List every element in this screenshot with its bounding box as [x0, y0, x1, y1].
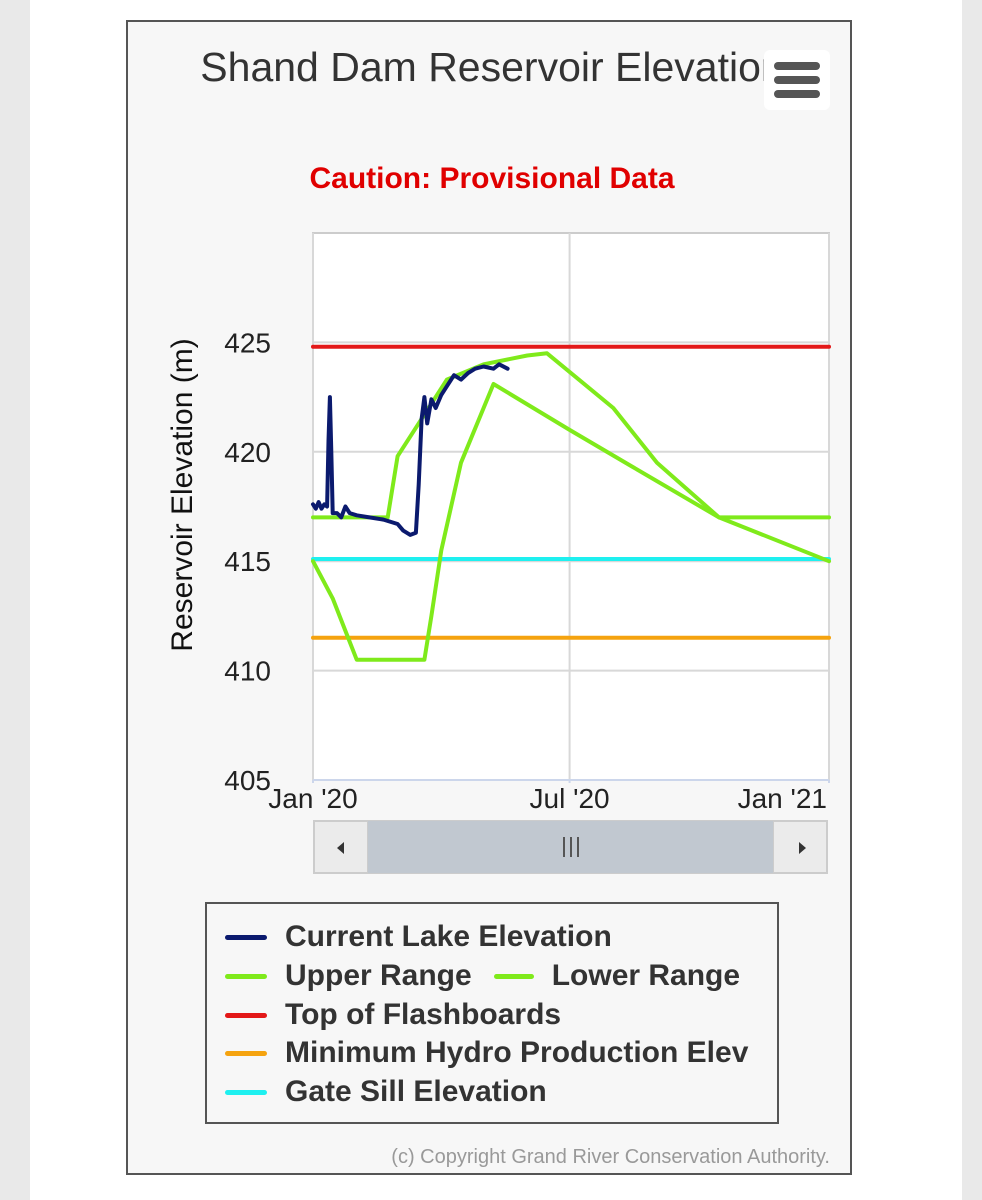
legend-item-top-of-flashboards[interactable]: Top of Flashboards [225, 998, 561, 1032]
legend-swatch [225, 973, 267, 979]
chart-title: Shand Dam Reservoir Elevation [200, 44, 784, 90]
y-tick-label: 425 [224, 327, 271, 358]
legend-label: Top of Flashboards [285, 998, 562, 1031]
series-layer [311, 344, 831, 662]
arrow-right-icon[interactable] [773, 821, 827, 873]
series-line-lower-range[interactable] [311, 382, 831, 662]
y-axis-title: Reservoir Elevation (m) [166, 338, 199, 651]
y-tick-label: 405 [224, 765, 271, 796]
legend-item-upper-range[interactable]: Upper Range [225, 959, 472, 993]
legend-swatch [225, 1089, 267, 1095]
legend-item-lower-range[interactable]: Lower Range [493, 959, 741, 993]
y-tick-label: 415 [224, 546, 271, 577]
legend: Current Lake Elevation Upper Range Lower… [205, 902, 779, 1124]
legend-label: Current Lake Elevation [285, 920, 612, 953]
legend-swatch [225, 934, 267, 940]
y-tick-label: 410 [224, 656, 271, 687]
legend-swatch [225, 1012, 267, 1018]
legend-swatch [493, 973, 534, 979]
axis-layer: 405 410 415 420 425 Jan '20 Jul '20 Jan '21 [224, 327, 830, 814]
legend-label: Gate Sill Elevation [285, 1075, 547, 1108]
legend-label: Minimum Hydro Production Elev [285, 1036, 749, 1069]
x-tick-label: Jul '20 [530, 783, 610, 814]
hamburger-menu-button[interactable] [764, 50, 830, 110]
y-tick-label: 420 [224, 437, 271, 468]
x-tick-label: Jan '21 [738, 783, 827, 814]
credits-text[interactable]: (c) Copyright Grand River Conservation A… [391, 1146, 830, 1168]
series-line-upper-range[interactable] [311, 351, 831, 520]
grip-lines-icon [562, 837, 579, 857]
legend-item-current-lake-elevation[interactable]: Current Lake Elevation [225, 920, 612, 954]
scrollbar-thumb[interactable] [368, 821, 773, 873]
legend-item-minimum-hydro-production-elev[interactable]: Minimum Hydro Production Elev [225, 1036, 748, 1070]
plot-background [312, 232, 830, 781]
legend-label: Lower Range [551, 959, 741, 992]
grid-layer [312, 232, 830, 781]
legend-item-gate-sill-elevation[interactable]: Gate Sill Elevation [225, 1075, 547, 1109]
arrow-left-icon[interactable] [314, 821, 368, 873]
series-line-current-lake-elevation[interactable] [311, 362, 510, 537]
x-tick-label: Jan '20 [268, 783, 357, 814]
legend-label: Upper Range [285, 959, 472, 992]
legend-swatch [225, 1050, 267, 1056]
navigator-scrollbar[interactable] [313, 820, 828, 874]
chart-subtitle: Caution: Provisional Data [309, 162, 675, 195]
